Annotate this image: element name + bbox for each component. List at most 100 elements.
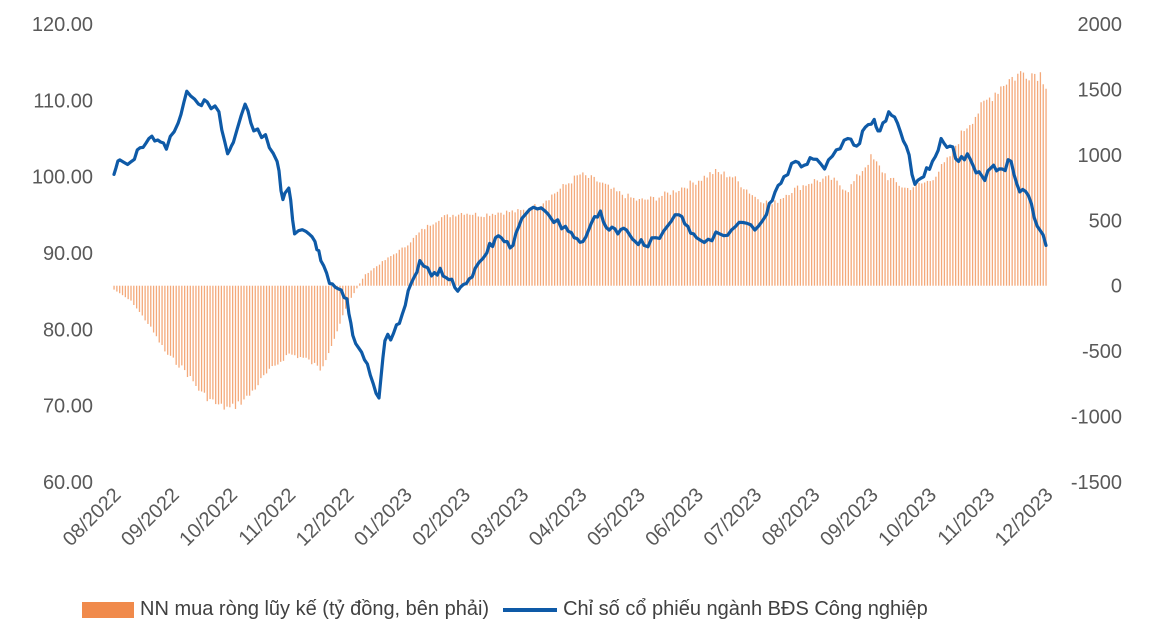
bar [339,285,341,324]
bar [463,214,465,286]
bar [455,216,457,286]
bar [316,285,319,366]
bar [150,285,152,327]
bar [248,285,251,396]
line-series [112,89,1048,400]
bar [666,192,669,286]
bar [361,278,364,286]
bar [1028,80,1030,286]
bar [610,188,612,286]
bar [161,285,163,346]
bar [723,171,725,286]
bar [822,178,824,286]
bar [604,183,607,286]
bar [706,177,708,286]
bar [121,285,124,296]
x-tick-label: 10/2022 [175,484,242,551]
bar [381,261,383,286]
bar [1017,73,1019,286]
bar [395,253,398,286]
bar [760,202,762,286]
bar [299,285,302,357]
bar [466,213,468,286]
bar [215,285,217,405]
bar [658,197,660,286]
bar [740,187,742,286]
bar [556,191,559,286]
x-tick-label: 11/2023 [934,484,1000,550]
bar [119,285,121,294]
bar [426,224,429,286]
bar [130,285,132,301]
bar [548,200,550,286]
bar [921,183,923,286]
bar [1005,84,1008,286]
bar [1022,72,1025,286]
bar [263,285,265,376]
bar [384,260,386,286]
x-tick-label: 12/2022 [292,484,359,551]
bar [562,184,564,286]
bar [282,285,285,361]
legend-label-line: Chỉ số cổ phiếu ngành BĐS Công nghiệp [563,598,928,620]
bar [443,215,446,286]
y-left-tick-label: 60.00 [43,472,93,494]
legend-item-line: Chỉ số cổ phiếu ngành BĐS Công nghiệp [503,598,928,621]
bar [683,187,686,286]
bar [342,285,344,316]
bar [141,285,143,316]
bar [285,285,287,356]
bar [189,285,191,377]
x-tick-label: 02/2023 [408,484,475,551]
y-right-tick-label: 1000 [1078,145,1123,167]
bar [1019,71,1022,286]
bar [184,285,186,371]
bar [291,285,293,355]
bar [220,285,223,404]
bar [489,215,491,286]
bar [898,185,900,286]
bar [1025,78,1027,286]
bar [875,161,878,286]
bar [113,285,115,290]
bar [192,285,194,382]
bar [237,285,239,402]
bar [294,285,296,356]
bar [768,203,770,286]
bar [652,197,655,286]
bar [909,190,912,286]
bar [757,199,759,286]
bar [553,193,556,286]
bar [528,209,530,286]
bar [607,184,609,286]
bar [494,214,496,286]
left-axis-ticks: 120.00 110.00 100.00 90.00 80.00 70.00 60.00 [32,14,93,494]
bar [601,182,604,286]
bar [647,199,649,286]
x-tick-label: 07/2023 [700,484,767,551]
bar [630,197,632,286]
bar [257,285,259,386]
bar [590,175,592,286]
bar [198,285,200,391]
legend-item-bar: NN mua ròng lũy kế (tỷ đồng, bên phải) [82,598,489,621]
bar [393,254,395,286]
bar [907,187,909,286]
bar [155,285,158,337]
bar [186,285,189,378]
bar [288,285,290,354]
bar [545,200,547,286]
bar [960,130,962,286]
bar [271,285,273,367]
bar [805,185,807,286]
bar [810,183,813,286]
bar [1000,86,1002,286]
bar [621,194,624,286]
y-right-tick-label: 2000 [1078,14,1123,36]
bar [412,237,415,286]
bar [322,285,324,367]
bar [206,285,208,402]
bar [791,193,793,286]
bar [825,176,827,286]
bar [1045,88,1047,286]
